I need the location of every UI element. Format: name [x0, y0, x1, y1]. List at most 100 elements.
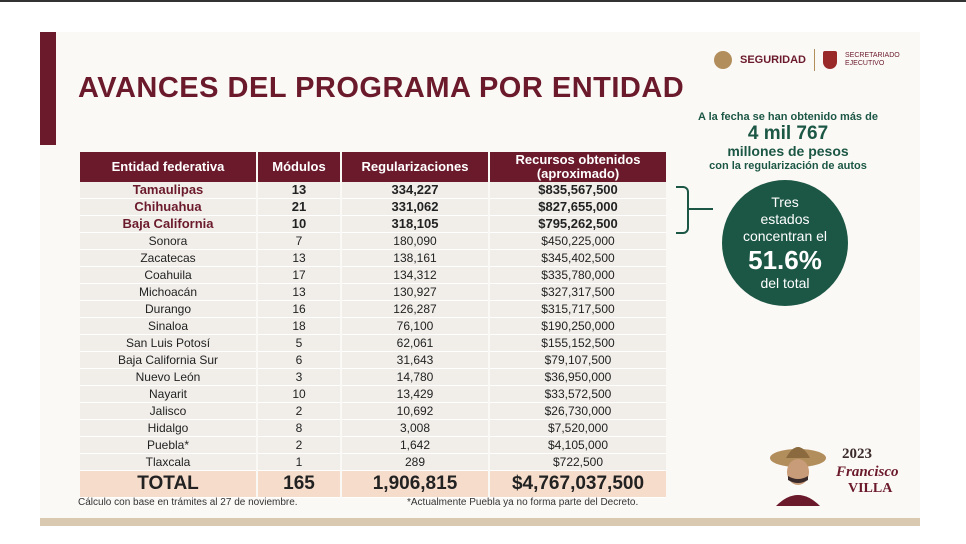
entities-table: Entidad federativa Módulos Regularizacio… — [78, 152, 668, 498]
table-row: Coahuila 17 134,312 $335,780,000 — [80, 267, 666, 284]
secretariado-line1: SECRETARIADO — [845, 52, 900, 59]
table-row: Nuevo León 3 14,780 $36,950,000 — [80, 369, 666, 386]
cell-regularizaciones: 76,100 — [342, 318, 488, 335]
cell-recursos: $345,402,500 — [490, 250, 666, 267]
cell-modulos: 17 — [258, 267, 340, 284]
table-row: Sonora 7 180,090 $450,225,000 — [80, 233, 666, 250]
cell-modulos: 1 — [258, 454, 340, 471]
cell-recursos: $315,717,500 — [490, 301, 666, 318]
table-header-row: Entidad federativa Módulos Regularizacio… — [80, 152, 666, 182]
header-entidad: Entidad federativa — [80, 152, 256, 182]
cell-entidad: Baja California — [80, 216, 256, 233]
cell-recursos: $33,572,500 — [490, 386, 666, 403]
cell-modulos: 7 — [258, 233, 340, 250]
cell-regularizaciones: 13,429 — [342, 386, 488, 403]
circle-line4: del total — [760, 275, 810, 291]
table-total-row: TOTAL 165 1,906,815 $4,767,037,500 — [80, 471, 666, 498]
cell-modulos: 18 — [258, 318, 340, 335]
cell-entidad: Sonora — [80, 233, 256, 250]
cell-regularizaciones: 126,287 — [342, 301, 488, 318]
seal-icon — [714, 51, 732, 69]
cell-regularizaciones: 10,692 — [342, 403, 488, 420]
top-border — [0, 0, 966, 2]
cell-recursos: $4,105,000 — [490, 437, 666, 454]
accent-bar — [40, 32, 56, 145]
table-row: Zacatecas 13 138,161 $345,402,500 — [80, 250, 666, 267]
cell-recursos: $26,730,000 — [490, 403, 666, 420]
brand-year: 2023 — [842, 446, 872, 462]
cell-recursos: $795,262,500 — [490, 216, 666, 233]
cell-modulos: 13 — [258, 284, 340, 301]
cell-recursos: $327,317,500 — [490, 284, 666, 301]
total-label: TOTAL — [80, 471, 256, 498]
cell-regularizaciones: 14,780 — [342, 369, 488, 386]
cell-regularizaciones: 3,008 — [342, 420, 488, 437]
cell-modulos: 2 — [258, 403, 340, 420]
table-body: Tamaulipas 13 334,227 $835,567,500 Chihuahua… — [80, 182, 666, 498]
cell-recursos: $450,225,000 — [490, 233, 666, 250]
total-regularizaciones: 1,906,815 — [342, 471, 488, 498]
cell-modulos: 10 — [258, 216, 340, 233]
footnote-right: *Actualmente Puebla ya no forma parte de… — [407, 497, 639, 508]
cell-modulos: 13 — [258, 250, 340, 267]
bottom-bar — [40, 518, 920, 526]
header-logos: SEGURIDAD SECRETARIADO EJECUTIVO — [714, 49, 900, 71]
cell-regularizaciones: 62,061 — [342, 335, 488, 352]
cell-regularizaciones: 138,161 — [342, 250, 488, 267]
cell-modulos: 3 — [258, 369, 340, 386]
cell-modulos: 6 — [258, 352, 340, 369]
cell-recursos: $36,950,000 — [490, 369, 666, 386]
cell-recursos: $335,780,000 — [490, 267, 666, 284]
table-row: Baja California Sur 6 31,643 $79,107,500 — [80, 352, 666, 369]
table-row: Tlaxcala 1 289 $722,500 — [80, 454, 666, 471]
seguridad-logo: SEGURIDAD — [740, 54, 807, 66]
cell-entidad: Hidalgo — [80, 420, 256, 437]
table-row: Puebla* 2 1,642 $4,105,000 — [80, 437, 666, 454]
cell-entidad: Tlaxcala — [80, 454, 256, 471]
header-recursos: Recursos obtenidos (aproximado) — [490, 152, 666, 182]
header-modulos: Módulos — [258, 152, 340, 182]
table-row: Tamaulipas 13 334,227 $835,567,500 — [80, 182, 666, 199]
cell-recursos: $827,655,000 — [490, 199, 666, 216]
summary-circle: Tres estados concentran el 51.6% del tot… — [722, 180, 848, 306]
cell-recursos: $835,567,500 — [490, 182, 666, 199]
cell-entidad: Sinaloa — [80, 318, 256, 335]
cell-entidad: Chihuahua — [80, 199, 256, 216]
callout-line4: con la regularización de autos — [709, 160, 867, 172]
circle-line1: Tres — [771, 194, 799, 210]
secretariado-logo: SECRETARIADO EJECUTIVO — [845, 52, 900, 68]
cell-regularizaciones: 318,105 — [342, 216, 488, 233]
table-row: Jalisco 2 10,692 $26,730,000 — [80, 403, 666, 420]
cell-regularizaciones: 134,312 — [342, 267, 488, 284]
table-row: Hidalgo 8 3,008 $7,520,000 — [80, 420, 666, 437]
cell-regularizaciones: 289 — [342, 454, 488, 471]
table-row: Chihuahua 21 331,062 $827,655,000 — [80, 199, 666, 216]
table-row: Baja California 10 318,105 $795,262,500 — [80, 216, 666, 233]
villa-portrait-icon — [770, 447, 826, 506]
cell-entidad: Michoacán — [80, 284, 256, 301]
callout-line1: A la fecha se han obtenido más de — [698, 111, 878, 123]
cell-entidad: Nuevo León — [80, 369, 256, 386]
table-row: Nayarit 10 13,429 $33,572,500 — [80, 386, 666, 403]
cell-entidad: San Luis Potosí — [80, 335, 256, 352]
cell-regularizaciones: 1,642 — [342, 437, 488, 454]
cell-recursos: $7,520,000 — [490, 420, 666, 437]
cell-modulos: 13 — [258, 182, 340, 199]
cell-modulos: 2 — [258, 437, 340, 454]
cell-entidad: Coahuila — [80, 267, 256, 284]
callout-text: A la fecha se han obtenido más de 4 mil … — [683, 111, 893, 173]
cell-entidad: Tamaulipas — [80, 182, 256, 199]
cell-modulos: 8 — [258, 420, 340, 437]
cell-recursos: $79,107,500 — [490, 352, 666, 369]
cell-modulos: 10 — [258, 386, 340, 403]
callout-amount: 4 mil 767 — [747, 123, 829, 144]
total-recursos: $4,767,037,500 — [490, 471, 666, 498]
cell-modulos: 16 — [258, 301, 340, 318]
cell-entidad: Durango — [80, 301, 256, 318]
brand-name: Francisco — [836, 464, 899, 480]
francisco-villa-logo: 2023 Francisco VILLA — [768, 436, 903, 508]
cell-entidad: Nayarit — [80, 386, 256, 403]
cell-regularizaciones: 334,227 — [342, 182, 488, 199]
cell-recursos: $190,250,000 — [490, 318, 666, 335]
cell-entidad: Zacatecas — [80, 250, 256, 267]
